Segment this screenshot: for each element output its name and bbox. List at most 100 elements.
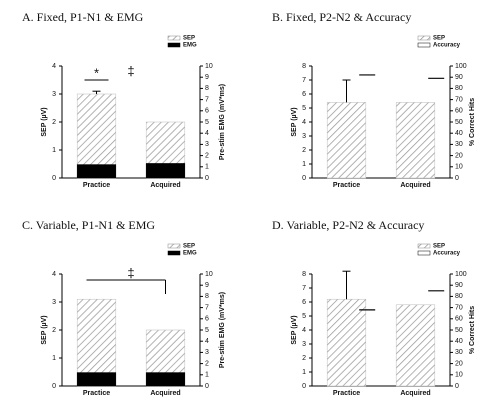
legend-label: EMG xyxy=(183,43,197,49)
y-tick-label: 4 xyxy=(52,63,56,70)
y-tick-label: 4 xyxy=(52,271,56,278)
x-tick-label: Practice xyxy=(83,182,110,189)
y2-tick-label: 80 xyxy=(455,85,463,92)
annotation: * xyxy=(94,65,99,80)
x-tick-label: Acquired xyxy=(150,182,180,189)
bar xyxy=(76,372,117,387)
y2-tick-label: 20 xyxy=(455,360,463,367)
x-tick-label: Acquired xyxy=(400,182,430,189)
y2-tick-label: 3 xyxy=(205,349,209,356)
y2-tick-label: 100 xyxy=(455,271,467,278)
legend-label: SEP xyxy=(433,36,445,42)
y-tick-label: 1 xyxy=(52,355,56,362)
y2-tick-label: 4 xyxy=(205,338,209,345)
y2-tick-label: 1 xyxy=(205,372,209,379)
bar xyxy=(395,102,436,179)
legend-swatch xyxy=(417,35,431,41)
y-tick-label: 6 xyxy=(302,299,306,306)
y2-tick-label: 60 xyxy=(455,108,463,115)
y2-tick-label: 2 xyxy=(205,360,209,367)
y2-tick-label: 90 xyxy=(455,74,463,81)
y2-tick-label: 4 xyxy=(205,130,209,137)
y2-tick-label: 1 xyxy=(205,164,209,171)
y2-tick-label: 30 xyxy=(455,349,463,356)
y2-tick-label: 10 xyxy=(205,63,213,70)
y-tick-label: 2 xyxy=(52,119,56,126)
y-tick-label: 2 xyxy=(302,355,306,362)
legend-label: Accuracy xyxy=(433,43,461,49)
y2-tick-label: 6 xyxy=(205,316,209,323)
legend-label: SEP xyxy=(433,244,445,250)
y-tick-label: 1 xyxy=(302,369,306,376)
y2-axis-label: % Correct Hits xyxy=(469,98,476,146)
bar xyxy=(76,298,117,387)
y2-tick-label: 40 xyxy=(455,130,463,137)
y-tick-label: 2 xyxy=(302,147,306,154)
y-tick-label: 7 xyxy=(302,285,306,292)
y2-tick-label: 100 xyxy=(455,63,467,70)
y2-tick-label: 50 xyxy=(455,327,463,334)
y2-tick-label: 8 xyxy=(205,85,209,92)
legend-swatch xyxy=(167,35,181,41)
legend-swatch xyxy=(417,243,431,249)
bar xyxy=(145,372,186,387)
y-tick-label: 1 xyxy=(52,147,56,154)
y2-tick-label: 50 xyxy=(455,119,463,126)
y2-tick-label: 0 xyxy=(455,383,459,390)
legend-label: EMG xyxy=(183,251,197,257)
y-tick-label: 2 xyxy=(52,327,56,334)
bar xyxy=(326,298,367,387)
legend-swatch xyxy=(417,42,431,48)
y-axis-label: SEP (µV) xyxy=(291,107,298,136)
y2-tick-label: 8 xyxy=(205,293,209,300)
y2-tick-label: 3 xyxy=(205,141,209,148)
y-tick-label: 3 xyxy=(52,299,56,306)
y2-tick-label: 5 xyxy=(205,119,209,126)
y2-tick-label: 0 xyxy=(205,383,209,390)
y-tick-label: 7 xyxy=(302,77,306,84)
legend-label: SEP xyxy=(183,36,195,42)
y-tick-label: 5 xyxy=(302,313,306,320)
y2-tick-label: 70 xyxy=(455,304,463,311)
y-tick-label: 1 xyxy=(302,161,306,168)
y2-tick-label: 9 xyxy=(205,74,209,81)
x-tick-label: Acquired xyxy=(400,390,430,397)
x-tick-label: Acquired xyxy=(150,390,180,397)
bar xyxy=(326,102,367,179)
legend-label: Accuracy xyxy=(433,251,461,257)
y2-tick-label: 40 xyxy=(455,338,463,345)
y-axis-label: SEP (µV) xyxy=(291,315,298,344)
y2-tick-label: 5 xyxy=(205,327,209,334)
y-tick-label: 4 xyxy=(302,327,306,334)
y2-tick-label: 60 xyxy=(455,316,463,323)
y2-tick-label: 90 xyxy=(455,282,463,289)
y-tick-label: 8 xyxy=(302,63,306,70)
y-tick-label: 0 xyxy=(302,175,306,182)
y-tick-label: 0 xyxy=(52,383,56,390)
y-tick-label: 0 xyxy=(302,383,306,390)
y2-tick-label: 80 xyxy=(455,293,463,300)
y2-tick-label: 10 xyxy=(455,372,463,379)
y2-tick-label: 10 xyxy=(205,271,213,278)
chart-title: A. Fixed, P1-N1 & EMG xyxy=(22,10,144,24)
y2-tick-label: 0 xyxy=(205,175,209,182)
annotation: ‡ xyxy=(127,265,134,280)
y2-tick-label: 6 xyxy=(205,108,209,115)
y2-tick-label: 7 xyxy=(205,96,209,103)
y2-tick-label: 9 xyxy=(205,282,209,289)
y-tick-label: 5 xyxy=(302,105,306,112)
legend-swatch xyxy=(167,42,181,48)
y-axis-label: SEP (µV) xyxy=(41,315,48,344)
y-tick-label: 3 xyxy=(52,91,56,98)
y2-axis-label: Pre-stim EMG (mV*ms) xyxy=(219,84,226,160)
chart-title: D. Variable, P2-N2 & Accuracy xyxy=(272,218,424,232)
chart-title: B. Fixed, P2-N2 & Accuracy xyxy=(272,10,411,24)
y2-tick-label: 30 xyxy=(455,141,463,148)
y-tick-label: 4 xyxy=(302,119,306,126)
y2-tick-label: 70 xyxy=(455,96,463,103)
y-tick-label: 0 xyxy=(52,175,56,182)
x-tick-label: Practice xyxy=(333,390,360,397)
bar xyxy=(145,163,186,179)
legend-swatch xyxy=(417,250,431,256)
